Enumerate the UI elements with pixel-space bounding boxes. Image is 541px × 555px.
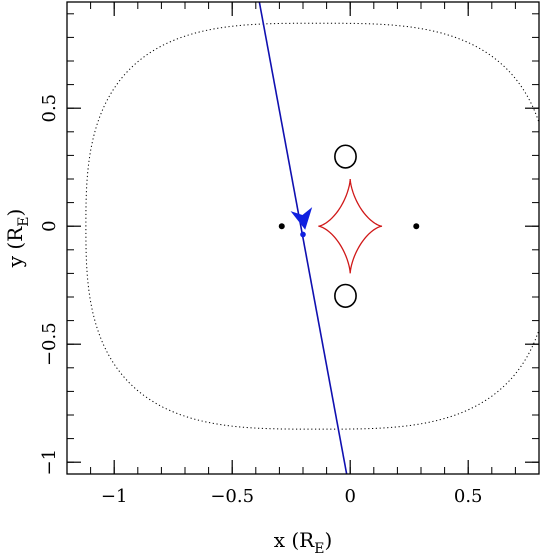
x-tick-label: 0 — [344, 486, 355, 507]
axes-frame — [66, 1, 540, 475]
x-axis-title-main: x (R — [274, 528, 315, 552]
source-position — [300, 231, 306, 238]
y-axis-title-close: ) — [3, 209, 27, 217]
tick-labels: −1 −0.5 0 0.5 −1 −0.5 0 0.5 — [39, 94, 483, 507]
lens-point — [413, 223, 420, 230]
y-tick-label: 0 — [39, 220, 60, 231]
x-tick-label: −1 — [101, 486, 128, 507]
x-axis-title-close: ) — [324, 528, 332, 552]
x-axis-title: x (RE) — [274, 528, 333, 555]
y-axis-title-main: y (R — [3, 226, 27, 268]
y-tick-label: −1 — [39, 449, 60, 476]
x-axis-title-sub: E — [314, 541, 324, 555]
source-trajectory — [258, 2, 348, 474]
x-tick-label: 0.5 — [454, 486, 483, 507]
y-axis-title-sub: E — [16, 217, 32, 227]
planetary-caustic — [334, 283, 357, 308]
y-tick-label: 0.5 — [39, 94, 60, 123]
trajectory-arrow — [290, 207, 313, 230]
lens-point — [278, 223, 285, 230]
plot-area — [85, 2, 539, 474]
y-tick-label: −0.5 — [39, 322, 60, 366]
planetary-caustic — [334, 144, 357, 169]
x-tick-label: −0.5 — [210, 486, 254, 507]
central-caustic — [318, 179, 383, 274]
outer-critical-curve — [85, 22, 539, 430]
y-axis-title: y (RE) — [3, 209, 32, 269]
